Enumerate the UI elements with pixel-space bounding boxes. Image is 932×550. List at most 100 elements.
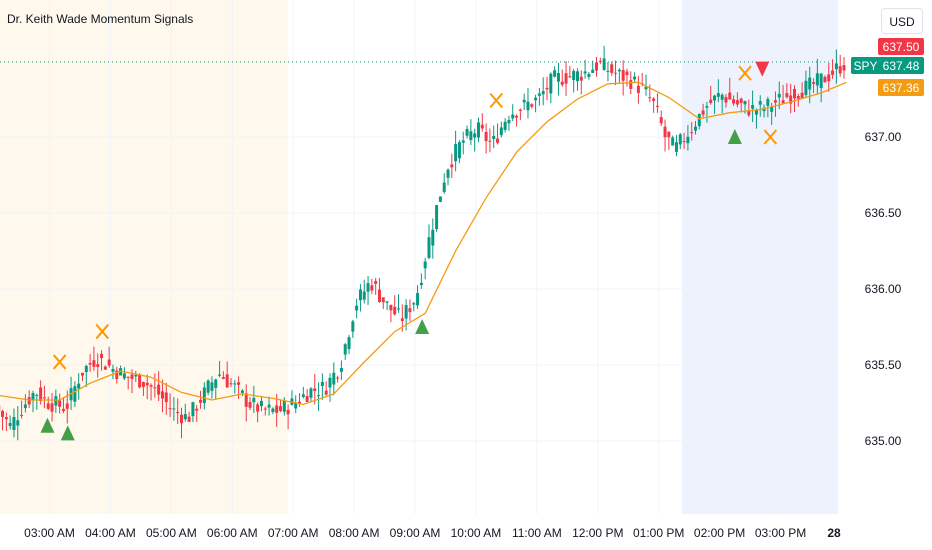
high-price-tag-bg <box>878 38 924 55</box>
candle-body <box>412 303 416 305</box>
x-tick-label: 05:00 AM <box>146 526 197 540</box>
candle-body <box>282 400 286 412</box>
candle-body <box>313 388 317 392</box>
candle-body <box>317 395 321 397</box>
candle-body <box>785 93 789 98</box>
candle-body <box>492 135 496 140</box>
candle-body <box>625 71 629 76</box>
candle-body <box>324 390 328 395</box>
candle-body <box>35 394 39 396</box>
candle-body <box>457 142 461 159</box>
currency-button[interactable]: USD <box>881 8 923 34</box>
candle-body <box>530 104 534 107</box>
buy-triangle-icon <box>60 425 75 441</box>
candle-body <box>827 74 831 82</box>
candle-body <box>65 403 69 409</box>
candle-body <box>179 414 183 424</box>
candle-body <box>134 374 138 377</box>
candle-body <box>96 364 100 367</box>
candle-body <box>145 382 149 386</box>
candle-body <box>636 85 640 93</box>
candle-body <box>389 304 393 311</box>
candle-body <box>206 380 210 393</box>
candle-body <box>377 289 381 302</box>
candle-body <box>663 126 667 138</box>
candle-body <box>366 283 370 292</box>
candle-body <box>393 306 397 315</box>
axes: 635.00 635.50 636.00 636.50 637.00 03:00 AM 04… <box>24 130 902 540</box>
candle-body <box>332 372 336 385</box>
candle-body <box>370 285 374 291</box>
candle-body <box>461 140 465 143</box>
last-price-tag-bg <box>878 57 924 74</box>
candle-body <box>126 376 130 378</box>
candle-body <box>130 374 134 380</box>
candle-body <box>610 64 614 73</box>
candle-body <box>606 70 610 72</box>
candle-body <box>278 406 282 411</box>
candle-body <box>595 62 599 71</box>
candle-body <box>709 99 713 103</box>
candle-body <box>298 401 302 404</box>
candle-body <box>183 414 187 420</box>
candle-body <box>503 121 507 130</box>
candle-body <box>770 106 774 112</box>
candle-body <box>815 73 819 86</box>
ema-price-tag-text: 637.36 <box>883 81 920 95</box>
candle-body <box>796 96 800 99</box>
candle-body <box>667 131 671 138</box>
candle-body <box>488 140 492 142</box>
candle-body <box>92 360 96 367</box>
candle-body <box>511 114 515 119</box>
cross-signal-icon <box>52 354 67 370</box>
candle-body <box>381 297 385 303</box>
x-tick-label: 10:00 AM <box>451 526 502 540</box>
candle-body <box>1 410 5 417</box>
candle-body <box>103 366 107 370</box>
candle-body <box>256 404 260 412</box>
x-tick-label: 03:00 AM <box>24 526 75 540</box>
candle-body <box>499 127 503 136</box>
candle-body <box>762 107 766 112</box>
candle-body <box>838 66 842 74</box>
candle-body <box>157 384 161 395</box>
buy-triangle-icon <box>40 417 55 433</box>
ema-price-tag-bg <box>878 79 924 96</box>
candle-body <box>301 394 305 397</box>
last-price-tag-text: 637.48 <box>883 59 920 73</box>
candle-body <box>12 416 16 430</box>
candles <box>0 45 846 441</box>
candle-body <box>46 403 50 409</box>
candle-body <box>655 105 659 107</box>
buy-triangle-icon <box>415 319 430 334</box>
candle-body <box>633 76 637 80</box>
candle-body <box>210 382 214 391</box>
candle-body <box>122 373 126 379</box>
candle-body <box>751 105 755 109</box>
candle-body <box>80 372 84 376</box>
candle-body <box>351 321 355 332</box>
candle-body <box>564 73 568 84</box>
candle-body <box>587 73 591 77</box>
candle-body <box>541 91 545 95</box>
candle-body <box>556 73 560 82</box>
candle-body <box>100 353 104 359</box>
candle-body <box>793 88 797 99</box>
candle-body <box>659 117 663 124</box>
candle-body <box>743 101 747 105</box>
candle-body <box>111 368 115 372</box>
candle-body <box>431 229 435 246</box>
candle-body <box>336 377 340 379</box>
cross-stroke <box>489 92 504 109</box>
candle-body <box>160 391 164 399</box>
cross-signal-icon <box>489 92 504 109</box>
candle-body <box>465 128 469 136</box>
candle-body <box>358 289 362 301</box>
candle-body <box>362 291 366 300</box>
price-labels: 637.50 SPY 637.48 637.36 <box>851 38 924 96</box>
candle-body <box>781 100 785 104</box>
candle-body <box>690 132 694 134</box>
x-tick-label: 12:00 PM <box>572 526 623 540</box>
candle-body <box>716 93 720 97</box>
